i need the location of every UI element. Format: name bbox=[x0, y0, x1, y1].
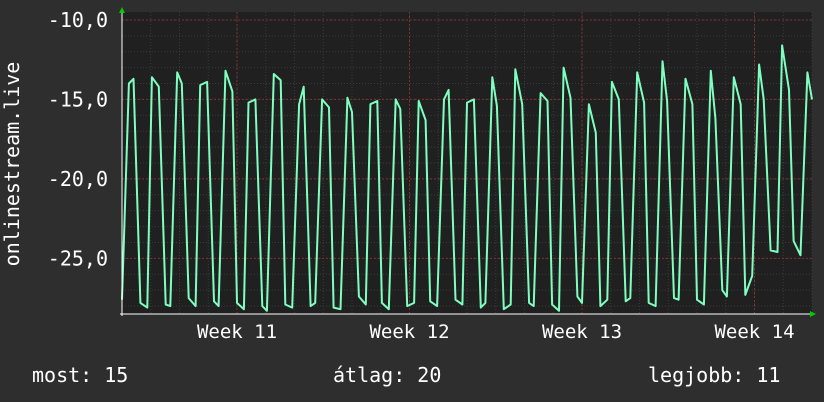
y-tick-label: -20,0 bbox=[48, 167, 108, 191]
y-tick-label: -25,0 bbox=[48, 246, 108, 270]
series-line bbox=[121, 44, 813, 312]
x-axis-arrow bbox=[810, 311, 816, 317]
average-value: átlag: 20 bbox=[333, 363, 442, 387]
y-tick-labels: -10,0 -15,0 -20,0 -25,0 bbox=[48, 8, 108, 270]
x-tick-label: Week 14 bbox=[714, 321, 794, 343]
y-axis-arrow bbox=[119, 7, 125, 13]
x-tick-label: Week 11 bbox=[197, 321, 277, 343]
major-grid bbox=[122, 12, 812, 314]
x-tick-label: Week 12 bbox=[369, 321, 449, 343]
axes bbox=[119, 7, 816, 317]
series-layer bbox=[121, 44, 813, 312]
y-tick-label: -10,0 bbox=[48, 8, 108, 32]
current-value: most: 15 bbox=[32, 363, 129, 387]
y-tick-label: -15,0 bbox=[48, 87, 108, 111]
best-value: legjobb: 11 bbox=[648, 363, 781, 387]
x-tick-label: Week 13 bbox=[542, 321, 622, 343]
x-tick-labels: Week 11 Week 12 Week 13 Week 14 bbox=[197, 321, 795, 343]
y-axis-label: onlinestream.live bbox=[0, 62, 24, 267]
